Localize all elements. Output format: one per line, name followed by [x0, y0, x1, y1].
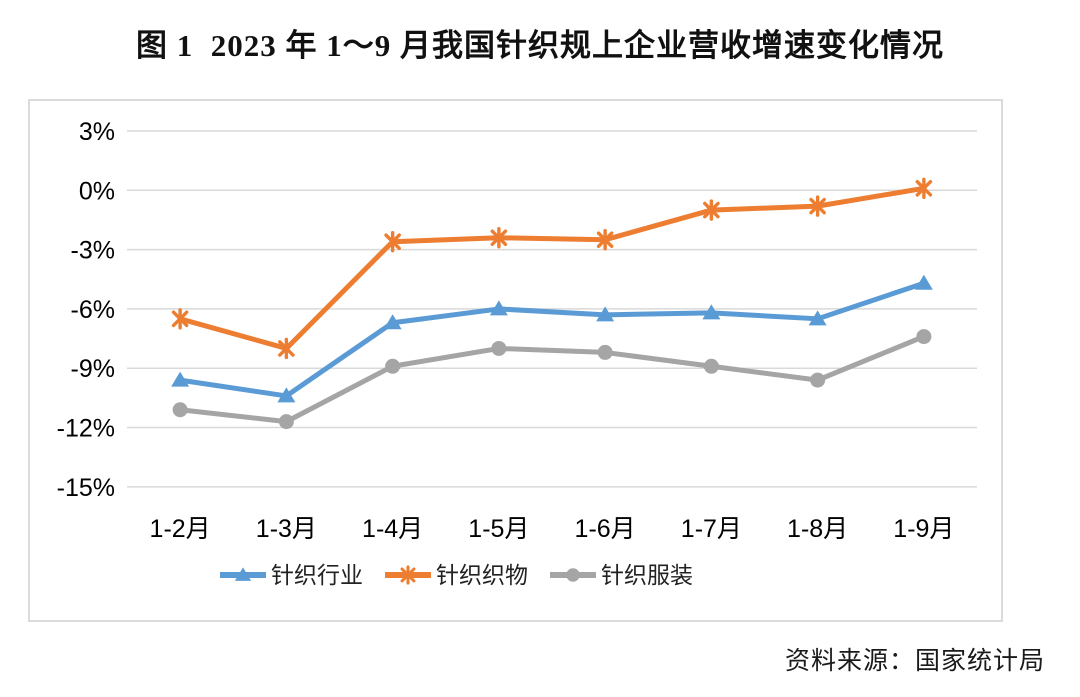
triangle-marker-icon	[489, 300, 508, 316]
triangle-marker-icon	[277, 387, 296, 403]
plot-frame: 3% 0% -3% -6% -9% -12% -15% 1-2月 1-3月 1-4月 1-5月 1-6…	[28, 99, 1003, 622]
x-axis-tick-label: 1-5月	[468, 515, 529, 543]
y-axis-tick-label: -15%	[57, 474, 115, 502]
triangle-marker-icon	[171, 371, 190, 387]
triangle-marker-icon	[702, 304, 721, 320]
y-axis-tick-label: 0%	[79, 177, 115, 205]
x-axis-tick-label: 1-7月	[681, 515, 742, 543]
legend-label: 针织织物	[436, 561, 528, 588]
series-line-0	[177, 280, 927, 399]
asterisk-marker-icon	[596, 229, 614, 251]
chart-title: 图 1 2023 年 1～9 月我国针织规上企业营收增速变化情况	[136, 28, 944, 63]
asterisk-marker-icon	[400, 565, 416, 585]
circle-marker-icon	[810, 372, 826, 388]
x-axis-tick-label: 1-6月	[575, 515, 636, 543]
line-chart-svg: 3% 0% -3% -6% -9% -12% -15% 1-2月 1-3月 1-4月 1-5月 1-6…	[57, 118, 977, 543]
x-axis-tick-label: 1-9月	[893, 515, 954, 543]
series-line-2	[177, 334, 927, 425]
legend-item-2: 针织服装	[550, 563, 693, 587]
asterisk-marker-icon	[384, 231, 401, 253]
series-line-1	[177, 185, 927, 351]
source-note: 资料来源：国家统计局	[784, 648, 1045, 675]
x-axis-tick-label: 1-8月	[787, 515, 848, 543]
asterisk-marker-icon	[703, 199, 720, 221]
triangle-marker-icon	[383, 314, 402, 330]
triangle-marker-icon	[914, 274, 933, 290]
triangle-marker-icon	[808, 310, 827, 326]
legend-label: 针织行业	[271, 561, 363, 588]
legend-label: 针织服装	[601, 561, 693, 588]
triangle-marker-icon	[234, 567, 252, 581]
circle-marker-icon	[491, 340, 507, 356]
circle-marker-icon	[566, 568, 580, 582]
x-axis-tick-label: 1-2月	[150, 515, 211, 543]
circle-marker-icon	[172, 402, 188, 418]
y-axis-tick-label: -6%	[71, 296, 115, 324]
legend-swatch	[220, 567, 266, 581]
y-axis-tick-label: -3%	[71, 237, 115, 265]
asterisk-marker-icon	[490, 227, 508, 249]
circle-marker-icon	[278, 414, 294, 430]
circle-marker-icon	[385, 358, 401, 374]
asterisk-marker-icon	[915, 177, 933, 200]
x-axis-tick-label: 1-4月	[362, 515, 423, 543]
asterisk-marker-icon	[278, 337, 295, 360]
legend-item-1: 针织织物	[385, 563, 528, 587]
circle-marker-icon	[916, 329, 932, 345]
asterisk-marker-icon	[171, 308, 189, 330]
x-axis-tick-label: 1-3月	[256, 515, 317, 543]
legend-item-0: 针织行业	[220, 563, 363, 587]
y-axis-tick-label: -12%	[57, 415, 115, 443]
y-axis-tick-label: 3%	[79, 118, 115, 146]
circle-marker-icon	[703, 358, 719, 374]
y-axis-tick-label: -9%	[71, 355, 115, 383]
triangle-marker-icon	[596, 306, 615, 322]
legend-swatch	[550, 568, 596, 582]
legend: 针织行业 针织织物 针织服装	[220, 563, 693, 587]
legend-swatch	[385, 565, 431, 585]
asterisk-marker-icon	[809, 195, 826, 217]
circle-marker-icon	[597, 344, 613, 360]
